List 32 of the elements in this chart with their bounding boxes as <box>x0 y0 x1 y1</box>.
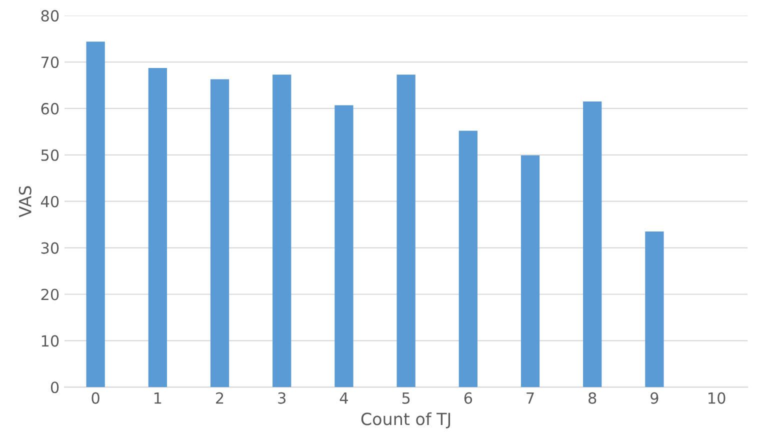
x-tick-label: 7 <box>526 392 534 404</box>
y-tick-label: 80 <box>41 10 59 22</box>
y-tick-label: 40 <box>40 196 59 208</box>
bar <box>396 74 416 388</box>
x-tick-label: 0 <box>92 392 100 404</box>
bar <box>520 155 540 388</box>
y-tick-label: 20 <box>41 288 59 300</box>
x-tick-label: 5 <box>402 392 410 404</box>
bar <box>86 42 105 388</box>
bar <box>334 105 354 388</box>
x-axis-title: Count of TJ <box>361 412 450 428</box>
y-tick-label: 10 <box>42 335 59 347</box>
bar <box>272 74 292 388</box>
y-tick-label: 30 <box>41 242 59 254</box>
y-tick-label: 0 <box>50 382 59 394</box>
x-tick-label: 9 <box>650 392 658 404</box>
bar <box>645 232 664 388</box>
x-tick-label: 4 <box>340 392 348 404</box>
bar <box>148 68 167 388</box>
x-tick-label: 3 <box>278 392 286 404</box>
bar <box>583 102 602 388</box>
y-tick-label: 60 <box>41 102 59 114</box>
x-tick-label: 2 <box>216 392 224 404</box>
y-axis-title: VAS <box>18 186 32 218</box>
y-tick-label: 70 <box>41 56 59 68</box>
x-tick-label: 10 <box>708 392 726 404</box>
bar <box>458 130 478 388</box>
x-tick-label: 6 <box>464 392 472 404</box>
x-tick-label: 8 <box>588 392 596 404</box>
x-tick-label: 1 <box>154 392 162 404</box>
bar <box>210 79 230 388</box>
y-tick-label: 50 <box>41 149 59 161</box>
